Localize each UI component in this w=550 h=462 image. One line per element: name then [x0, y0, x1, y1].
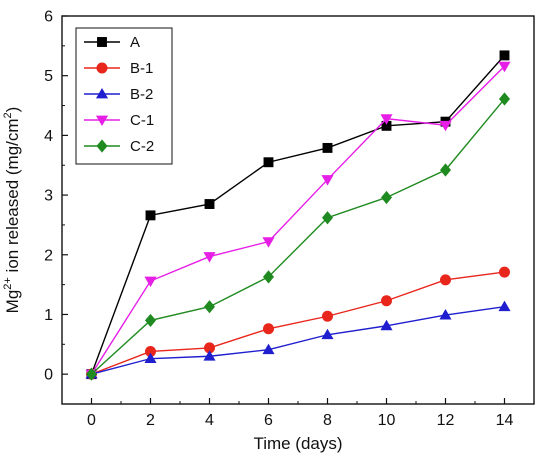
series-layer	[85, 50, 511, 381]
legend-marker	[96, 139, 108, 153]
series-b-1	[86, 266, 510, 380]
x-tick-label: 8	[323, 412, 332, 429]
data-point-b-2	[439, 309, 452, 320]
y-tick-label: 2	[44, 247, 53, 264]
y-axis-title-prefix: Mg	[3, 290, 22, 314]
data-point-a	[145, 210, 156, 221]
legend-label: C-1	[130, 112, 154, 129]
data-point-c-2	[381, 190, 392, 205]
legend-marker	[96, 62, 108, 74]
data-point-a	[499, 50, 510, 61]
data-point-b-2	[262, 343, 275, 355]
x-tick-label: 4	[205, 412, 214, 429]
data-point-a	[322, 142, 333, 153]
series-line-b-1	[91, 271, 505, 375]
legend-item-c-2: C-2	[84, 138, 154, 155]
series-b-2	[85, 300, 511, 379]
data-point-c-1	[203, 252, 216, 263]
data-point-b-1	[440, 274, 451, 286]
series-c-1	[85, 61, 511, 381]
data-point-c-1	[144, 276, 157, 288]
y-tick-label: 4	[44, 128, 53, 145]
y-axis-title-suffix: )	[3, 107, 22, 113]
data-point-b-2	[321, 328, 334, 340]
data-point-c-2	[204, 300, 215, 314]
y-tick-label: 0	[44, 367, 53, 384]
data-point-b-2	[498, 300, 511, 312]
x-axis-title: Time (days)	[253, 434, 342, 453]
data-point-c-2	[440, 163, 451, 177]
legend-label: C-2	[130, 138, 154, 155]
data-point-c-2	[145, 313, 156, 328]
data-point-b-1	[204, 342, 215, 354]
series-line-a	[90, 54, 506, 375]
data-point-b-1	[145, 345, 156, 357]
data-point-b-2	[203, 350, 216, 361]
y-tick-label: 5	[44, 68, 53, 85]
y-axis-title-middle: ion released (mg/cm	[3, 118, 22, 277]
data-point-b-1	[499, 266, 510, 278]
data-point-c-1	[380, 114, 393, 125]
series-line-b-2	[91, 306, 505, 375]
y-tick-label: 6	[44, 9, 53, 26]
data-point-c-1	[498, 61, 511, 73]
series-c-2	[86, 92, 510, 381]
legend-item-b-2: B-2	[84, 86, 153, 103]
data-point-a	[263, 157, 274, 168]
x-tick-label: 6	[264, 412, 273, 429]
data-point-c-2	[322, 211, 333, 225]
data-point-c-2	[263, 270, 274, 284]
x-tick-label: 12	[437, 412, 455, 429]
x-tick-label: 2	[146, 412, 155, 429]
legend-label: B-1	[130, 60, 153, 77]
legend-item-a: A	[84, 34, 140, 51]
data-point-a	[204, 199, 215, 209]
y-axis-title-superscript: 2+	[2, 277, 14, 290]
y-axis-title: Mg2+ ion released (mg/cm2)	[2, 107, 22, 314]
data-point-a	[381, 120, 392, 131]
legend-marker	[95, 87, 109, 99]
x-tick-label: 14	[496, 412, 514, 429]
data-point-c-2	[86, 367, 97, 381]
y-tick-label: 1	[44, 307, 53, 324]
y-tick-label: 3	[44, 188, 53, 205]
legend-label: B-2	[130, 86, 153, 103]
data-point-b-1	[381, 295, 392, 307]
legend-items: A B-1 B-2 C-1 C-2	[84, 34, 154, 155]
data-point-b-2	[380, 319, 393, 331]
series-line-c-2	[91, 98, 506, 375]
legend-label: A	[130, 34, 140, 51]
data-point-b-2	[144, 352, 157, 364]
y-axis-title-unit-superscript: 2	[2, 112, 14, 118]
legend-item-b-1: B-1	[84, 60, 153, 77]
legend-marker	[95, 115, 109, 127]
data-point-b-1	[263, 323, 274, 335]
x-tick-label: 10	[378, 412, 396, 429]
legend-box	[75, 27, 173, 165]
data-point-c-2	[499, 92, 510, 106]
data-point-c-1	[321, 175, 334, 186]
legend-item-c-1: C-1	[84, 112, 154, 129]
data-point-c-1	[439, 120, 452, 132]
legend: A B-1 B-2 C-1 C-2	[75, 27, 173, 165]
data-point-c-1	[262, 237, 275, 248]
data-point-b-1	[322, 310, 333, 322]
x-tick-label: 0	[87, 412, 96, 429]
legend-marker	[97, 37, 107, 47]
series-line-c-1	[90, 65, 505, 375]
